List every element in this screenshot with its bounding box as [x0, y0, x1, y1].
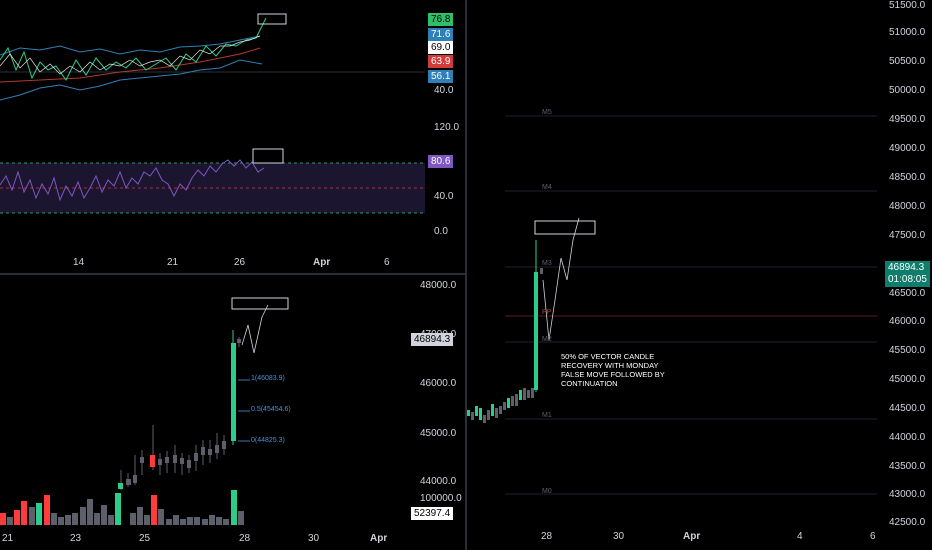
volume-tag: 52397.4	[411, 507, 454, 520]
pivot-label-m2: M2	[542, 336, 552, 343]
date-label: 21	[167, 257, 179, 268]
indicator-label-box	[257, 13, 287, 25]
price-axis-label: 43500.0	[889, 461, 926, 472]
price-axis-label: 45000.0	[420, 428, 457, 439]
pane-divider-horizontal[interactable]	[0, 273, 465, 275]
date-label: 26	[234, 257, 246, 268]
price-axis-label: 50500.0	[889, 56, 926, 67]
price-axis-label: 45500.0	[889, 345, 926, 356]
target-box	[231, 297, 289, 310]
price-axis-label: 49500.0	[889, 114, 926, 125]
price-chart-left	[0, 297, 289, 525]
price-axis-label: 42500.0	[889, 517, 926, 528]
pivot-label-pp: PP	[542, 309, 552, 316]
pane-divider-vertical[interactable]	[465, 0, 467, 550]
date-label: 23	[70, 533, 82, 544]
date-label: 6	[870, 531, 876, 542]
indicator-tag-4: 63.9	[428, 55, 454, 68]
price-axis-label: 43000.0	[889, 489, 926, 500]
price-axis-label: 49000.0	[889, 143, 926, 154]
indicator-pane: 76.8 71.6 69.0 63.9 56.1 40.0 120.0 80.6…	[0, 0, 465, 273]
fib-level-1: 1(46083.9)	[251, 375, 285, 382]
price-pane-left[interactable]: 1(46083.9) 0.5(45454.6) 0(44825.3) 48000…	[0, 275, 465, 550]
price-axis-label: 48500.0	[889, 172, 926, 183]
pivot-label-m3: M3	[542, 260, 552, 267]
indicator-axis-label: 40.0	[434, 85, 454, 96]
lower-band-line	[0, 59, 263, 101]
price-pane-right[interactable]: M5 M4 M3 PP M2 M1 M0 50% OF VECTOR CANDL…	[467, 0, 932, 550]
pivot-label-m5: M5	[542, 109, 552, 116]
target-box-right	[534, 220, 596, 235]
price-chart-right	[467, 115, 877, 495]
pivot-label-m4: M4	[542, 184, 552, 191]
upper-band-line	[0, 35, 261, 56]
rsi-axis-label-0: 0.0	[434, 226, 448, 237]
signal-line	[0, 35, 261, 75]
rsi-line	[0, 159, 265, 202]
last-price-value: 46894.3	[888, 262, 925, 273]
price-axis-label: 46000.0	[889, 316, 926, 327]
price-axis-label: 44000.0	[889, 432, 926, 443]
stoch-line	[0, 17, 267, 81]
ma-line	[0, 47, 261, 83]
price-axis-label: 45000.0	[889, 374, 926, 385]
annotation-line: FALSE MOVE FOLLOWED BY	[561, 370, 665, 379]
date-label: 6	[384, 257, 390, 268]
price-axis-label: 51500.0	[889, 0, 926, 11]
price-axis-label: 51000.0	[889, 27, 926, 38]
date-label: Apr	[370, 533, 388, 544]
date-label: 4	[797, 531, 803, 542]
price-axis-label: 50000.0	[889, 85, 926, 96]
chart-annotation[interactable]: 50% OF VECTOR CANDLE RECOVERY WITH MONDA…	[561, 352, 665, 388]
fib-level-0: 0(44825.3)	[251, 437, 285, 444]
last-price-tag: 46894.3	[411, 333, 454, 346]
last-price-tag-right: 46894.3 01:08:05	[885, 261, 930, 287]
price-axis-label: 48000.0	[420, 280, 457, 291]
date-label: 30	[308, 533, 320, 544]
candle-countdown: 01:08:05	[888, 274, 927, 285]
candles	[118, 330, 241, 490]
annotation-line: CONTINUATION	[561, 379, 618, 388]
indicator-tag-3: 69.0	[428, 41, 454, 54]
price-axis-label: 46000.0	[420, 378, 457, 389]
date-label: 14	[73, 257, 85, 268]
date-label: 25	[139, 533, 151, 544]
indicator-tag-1: 76.8	[428, 13, 454, 26]
date-label: 21	[2, 533, 14, 544]
projection-path	[241, 304, 269, 354]
fib-level-05: 0.5(45454.6)	[251, 406, 291, 413]
price-axis-label: 44500.0	[889, 403, 926, 414]
projection-path-right	[542, 217, 580, 341]
volume-bars	[0, 490, 244, 525]
price-axis-label: 46500.0	[889, 288, 926, 299]
indicator-tag-2: 71.6	[428, 28, 454, 41]
rsi-axis-label-40: 40.0	[434, 191, 454, 202]
date-label: Apr	[683, 531, 701, 542]
price-axis-label: 47500.0	[889, 230, 926, 241]
annotation-line: RECOVERY WITH MONDAY	[561, 361, 659, 370]
price-axis-label: 48000.0	[889, 201, 926, 212]
rsi-value-tag: 80.6	[428, 155, 454, 168]
indicator-chart	[0, 13, 425, 214]
date-label: Apr	[313, 257, 331, 268]
date-label: 28	[239, 533, 251, 544]
date-label: 30	[613, 531, 625, 542]
annotation-line: 50% OF VECTOR CANDLE	[561, 352, 655, 361]
rsi-label-box	[252, 148, 284, 164]
date-label: 28	[541, 531, 553, 542]
volume-axis-label: 100000.0	[420, 493, 462, 504]
pivot-label-m1: M1	[542, 412, 552, 419]
pivot-label-m0: M0	[542, 488, 552, 495]
indicator-tag-5: 56.1	[428, 70, 454, 83]
price-axis-label: 44000.0	[420, 476, 457, 487]
rsi-axis-label-120: 120.0	[434, 122, 460, 133]
candles-right	[467, 240, 543, 423]
